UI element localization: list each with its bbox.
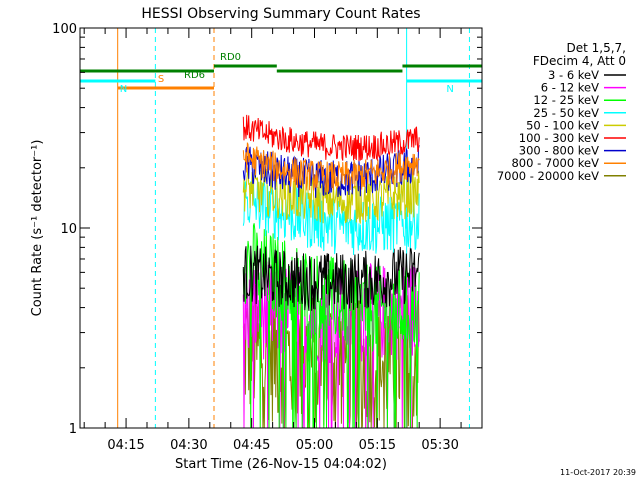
legend-label-6: 300 - 800 keV <box>519 144 599 158</box>
legend-label-8: 7000 - 20000 keV <box>497 169 599 183</box>
y-tick-label-1: 10 <box>60 222 77 237</box>
y-tick-label-2: 100 <box>52 22 77 37</box>
x-tick-label-0: 04:15 <box>107 438 144 453</box>
series-line-0 <box>242 245 420 311</box>
legend-label-2: 12 - 25 keV <box>533 93 599 107</box>
x-tick-label-1: 04:30 <box>170 438 207 453</box>
legend-label-1: 6 - 12 keV <box>541 81 599 95</box>
series-line-8 <box>242 284 420 429</box>
chart-title: HESSI Observing Summary Count Rates <box>141 6 420 22</box>
flag-label-0: S <box>158 74 164 85</box>
footer-timestamp: 11-Oct-2017 20:39 <box>560 468 636 477</box>
flag-label-1: N <box>120 84 127 95</box>
series-line-5 <box>242 114 420 162</box>
series-line-4 <box>242 166 420 224</box>
x-tick-label-4: 05:15 <box>359 438 396 453</box>
legend-label-0: 3 - 6 keV <box>548 68 599 82</box>
x-tick-label-2: 04:45 <box>233 438 270 453</box>
legend-label-4: 50 - 100 keV <box>526 118 599 132</box>
legend-header-line-2: FDecim 4, Att 0 <box>533 54 626 68</box>
x-axis-label: Start Time (26-Nov-15 04:04:02) <box>175 457 387 472</box>
legend-label-5: 100 - 300 keV <box>519 131 599 145</box>
axes: 1 10 100 04:15 04:30 04:45 05:00 05:15 05:30 <box>52 22 483 453</box>
x-tick-label-5: 05:30 <box>421 438 458 453</box>
legend-header-line-1: Det 1,5,7, <box>567 41 627 55</box>
plot-content: S N N RD6 RD0 <box>79 28 482 429</box>
flag-label-2: N <box>446 84 453 95</box>
legend-label-7: 800 - 7000 keV <box>511 156 599 170</box>
legend-label-3: 25 - 50 keV <box>533 106 599 120</box>
flag-label-4: RD0 <box>220 52 241 63</box>
x-tick-label-3: 05:00 <box>296 438 333 453</box>
series-line-7 <box>242 142 420 193</box>
y-tick-label-0: 1 <box>69 422 77 437</box>
flag-label-3: RD6 <box>184 70 205 81</box>
y-axis-label: Count Rate (s⁻¹ detector⁻¹) <box>30 140 45 317</box>
